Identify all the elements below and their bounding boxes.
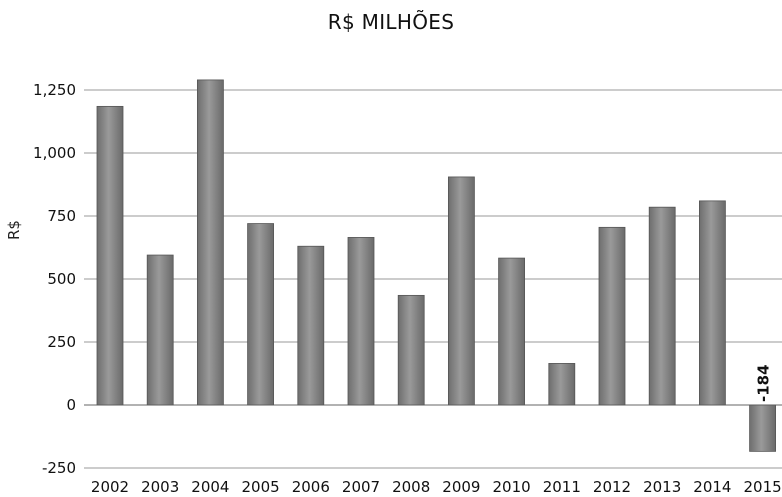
bar-2012 bbox=[598, 226, 626, 406]
bar-2013 bbox=[648, 206, 676, 406]
x-tick-labels: 2002 2003 2004 2005 2006 2007 2008 2009 2010 2011… bbox=[91, 478, 782, 496]
bar-2004 bbox=[196, 79, 224, 406]
y-tick-label: 1,250 bbox=[33, 81, 76, 99]
y-tick-labels: -250 0 250 500 750 1,000 1,250 bbox=[33, 81, 76, 477]
bar-2002 bbox=[96, 105, 124, 406]
y-tick-label: 500 bbox=[47, 270, 76, 288]
gridlines bbox=[84, 89, 782, 469]
x-tick-label: 2014 bbox=[693, 478, 731, 496]
x-tick-label: 2015 bbox=[744, 478, 782, 496]
y-tick-label: -250 bbox=[42, 459, 76, 477]
bar-2005 bbox=[247, 223, 275, 406]
x-tick-label: 2005 bbox=[242, 478, 280, 496]
x-tick-label: 2004 bbox=[191, 478, 229, 496]
bars bbox=[96, 79, 776, 452]
x-tick-label: 2012 bbox=[593, 478, 631, 496]
bar-2006 bbox=[297, 245, 325, 406]
x-tick-label: 2008 bbox=[392, 478, 430, 496]
data-label: -184 bbox=[755, 364, 773, 402]
bar-2008 bbox=[397, 294, 425, 406]
bar-2015 bbox=[749, 404, 776, 452]
x-tick-label: 2010 bbox=[493, 478, 531, 496]
x-tick-label: 2003 bbox=[141, 478, 179, 496]
x-tick-label: 2013 bbox=[643, 478, 681, 496]
bar-2010 bbox=[498, 257, 526, 406]
x-tick-label: 2007 bbox=[342, 478, 380, 496]
chart-title: R$ MILHÕES bbox=[327, 10, 455, 34]
bar-2003 bbox=[146, 254, 174, 406]
y-tick-label: 750 bbox=[47, 207, 76, 225]
y-tick-label: 0 bbox=[66, 396, 76, 414]
y-tick-label: 250 bbox=[47, 333, 76, 351]
bar-2007 bbox=[347, 237, 375, 406]
x-tick-label: 2009 bbox=[442, 478, 480, 496]
bar-2009 bbox=[447, 176, 475, 406]
y-tick-label: 1,000 bbox=[33, 144, 76, 162]
x-tick-label: 2006 bbox=[292, 478, 330, 496]
bar-2014 bbox=[699, 200, 726, 406]
x-tick-label: 2002 bbox=[91, 478, 129, 496]
x-tick-label: 2011 bbox=[543, 478, 581, 496]
bar-2011 bbox=[548, 363, 576, 406]
data-labels: -184 bbox=[755, 364, 773, 402]
